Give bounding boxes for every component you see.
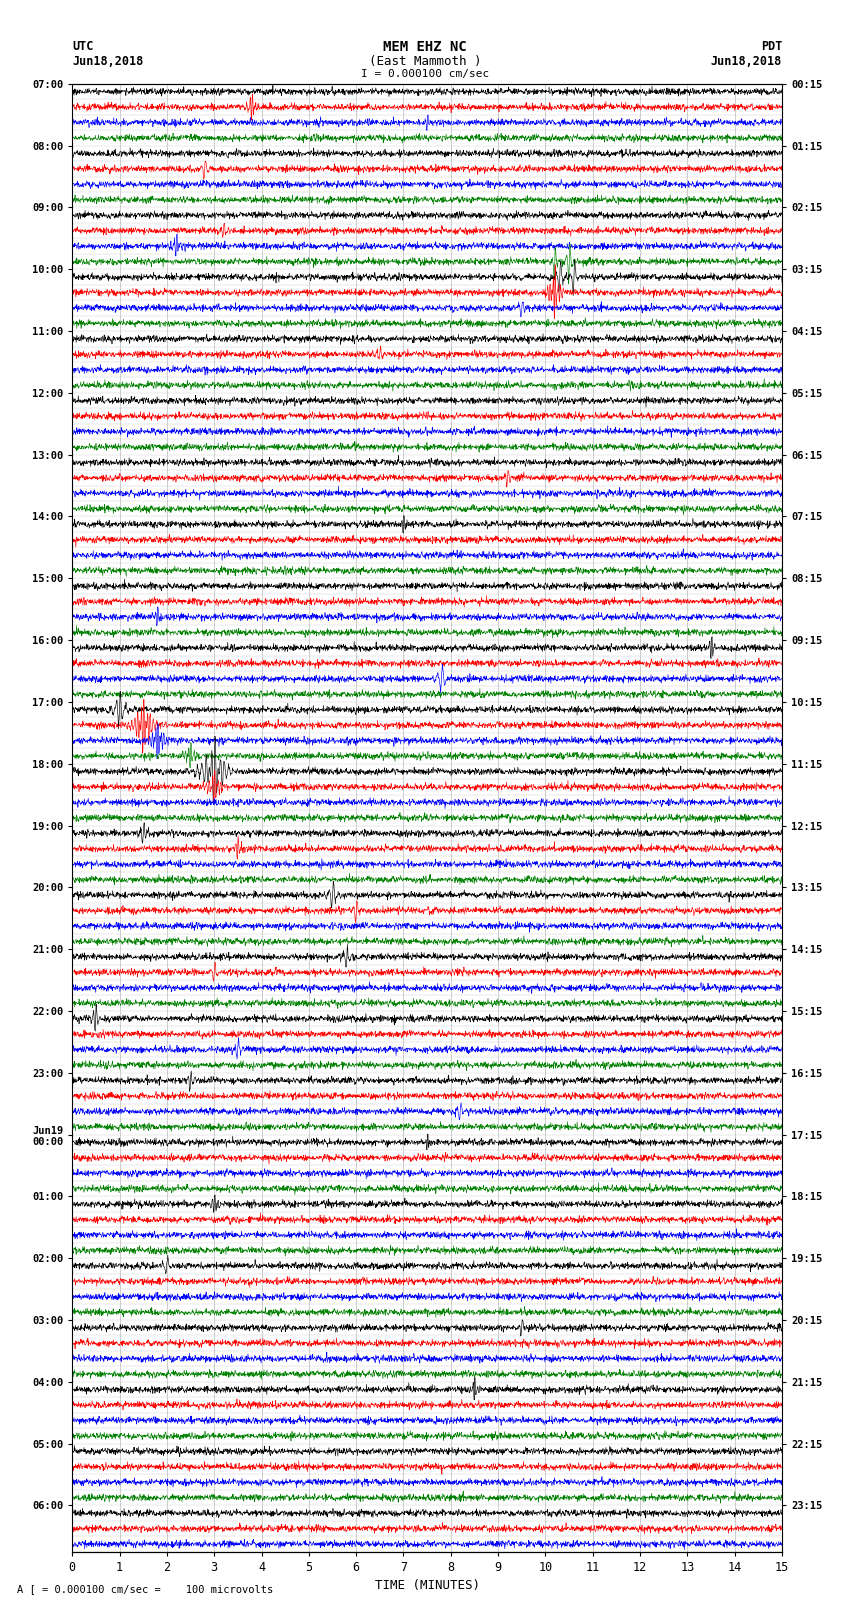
Text: (East Mammoth ): (East Mammoth ) [369, 55, 481, 68]
X-axis label: TIME (MINUTES): TIME (MINUTES) [375, 1579, 479, 1592]
Text: PDT: PDT [761, 40, 782, 53]
Text: I = 0.000100 cm/sec: I = 0.000100 cm/sec [361, 69, 489, 79]
Text: MEM EHZ NC: MEM EHZ NC [383, 40, 467, 55]
Text: Jun18,2018: Jun18,2018 [711, 55, 782, 68]
Text: UTC: UTC [72, 40, 94, 53]
Text: A [ = 0.000100 cm/sec =    100 microvolts: A [ = 0.000100 cm/sec = 100 microvolts [17, 1584, 273, 1594]
Text: Jun18,2018: Jun18,2018 [72, 55, 144, 68]
